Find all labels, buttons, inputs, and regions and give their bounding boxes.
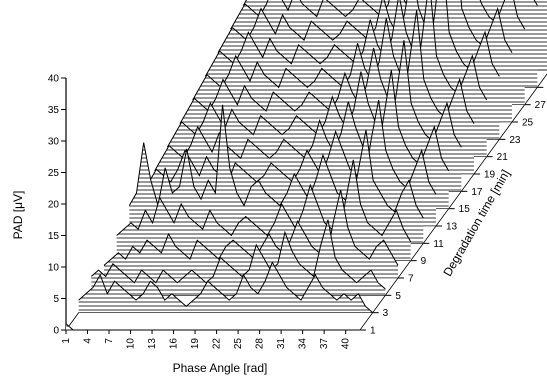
series-fill: [66, 323, 360, 330]
z-tick-label: 23: [509, 135, 521, 146]
series-line: [103, 189, 399, 266]
y-tick-label: 40: [48, 74, 60, 85]
y-tick-label: 0: [53, 326, 59, 337]
x-tick-label: 40: [341, 338, 352, 350]
y-tick-label: 15: [48, 231, 60, 242]
series-line: [204, 0, 500, 77]
y-tick-label: 10: [48, 263, 60, 274]
x-tick-label: 7: [104, 338, 115, 344]
z-tick-label: 19: [484, 170, 496, 181]
x-tick-label: 1: [61, 338, 72, 344]
y-tick-label: 35: [48, 105, 60, 116]
z-tick-label: 7: [408, 274, 414, 285]
x-axis-title: Phase Angle [rad]: [173, 361, 268, 375]
series-fill: [78, 262, 373, 313]
z-tick-label: 27: [535, 100, 547, 111]
z-tick-label: 11: [433, 239, 444, 250]
y-tick-label: 30: [48, 137, 60, 148]
x-tick-label: 34: [298, 338, 309, 350]
series-line: [65, 323, 360, 331]
z-tick-label: 3: [383, 308, 389, 319]
y-tick-label: 25: [48, 168, 60, 179]
x-tick-label: 25: [233, 338, 244, 350]
series-plane: [65, 323, 360, 331]
z-tick-label: 17: [471, 187, 483, 198]
x-tick-label: 37: [319, 338, 330, 350]
z-tick-label: 25: [522, 118, 534, 129]
series-plane: [78, 261, 373, 314]
z-tick-label: 21: [497, 152, 509, 163]
x-tick-label: 4: [83, 338, 94, 344]
series-line: [154, 69, 450, 172]
z-tick-label: 1: [370, 326, 376, 337]
z-tick-label: 13: [446, 222, 458, 233]
z-tick-label: 9: [421, 256, 427, 267]
series-line: [141, 99, 437, 195]
series-line: [166, 40, 462, 148]
x-tick-label: 22: [212, 338, 223, 350]
series-line: [91, 219, 386, 290]
y-axis-title: PAD [μV]: [11, 191, 25, 240]
series-line: [116, 159, 412, 243]
z-tick-label: 5: [395, 291, 401, 302]
series-line: [78, 261, 373, 314]
series-line: [179, 10, 475, 124]
series-fill: [91, 219, 386, 296]
y-tick-label: 20: [48, 200, 60, 211]
series-line: [217, 0, 513, 53]
x-tick-label: 10: [126, 338, 137, 350]
x-tick-label: 28: [255, 338, 266, 350]
series-line: [128, 104, 424, 219]
x-tick-label: 13: [147, 338, 158, 350]
series-planes: [65, 0, 547, 331]
series-fill: [104, 189, 398, 278]
z-tick-label: 15: [459, 204, 471, 215]
series-line: [230, 0, 526, 30]
x-tick-label: 19: [190, 338, 201, 350]
y-tick-label: 5: [53, 294, 59, 305]
x-tick-label: 16: [169, 338, 180, 350]
x-tick-label: 31: [276, 338, 287, 350]
series-line: [192, 0, 488, 101]
